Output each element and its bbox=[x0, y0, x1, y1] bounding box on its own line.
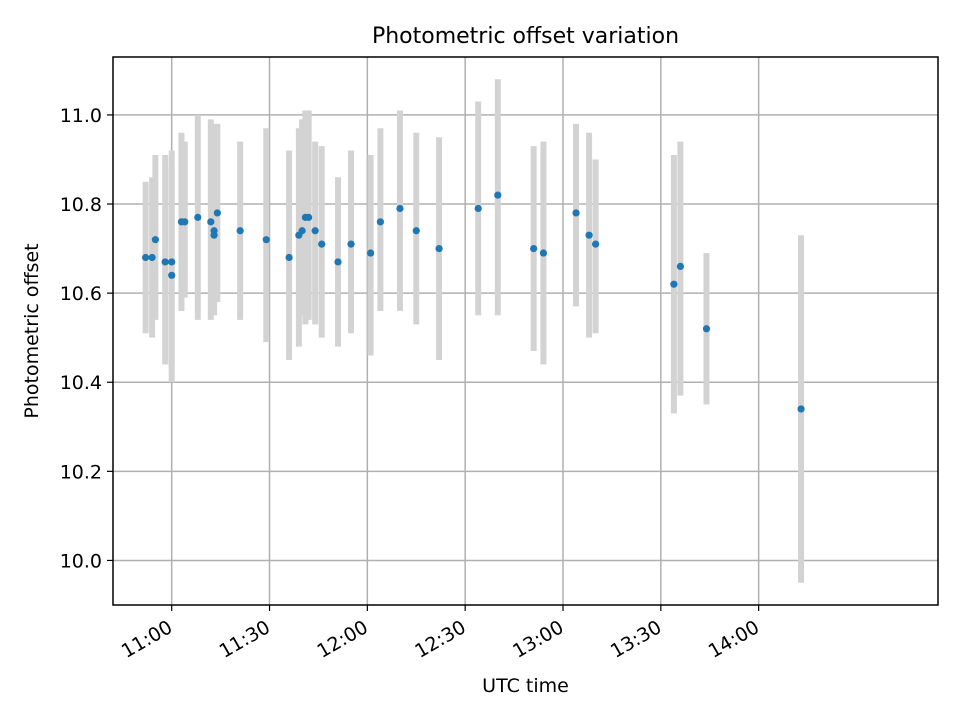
data-point bbox=[168, 258, 176, 266]
data-point bbox=[539, 249, 548, 257]
data-point bbox=[396, 204, 404, 213]
data-point bbox=[376, 218, 384, 226]
x-axis-label: UTC time bbox=[482, 675, 569, 697]
y-tick-label: 10.4 bbox=[60, 372, 102, 394]
data-point bbox=[298, 227, 306, 235]
data-point bbox=[318, 240, 326, 248]
y-axis-label: Photometric offset bbox=[21, 243, 43, 418]
data-point bbox=[797, 405, 805, 413]
data-point bbox=[670, 280, 678, 288]
x-tick-label: 11:00 bbox=[118, 616, 176, 662]
y-tick-label: 10.8 bbox=[60, 194, 102, 216]
data-point bbox=[474, 204, 482, 213]
y-tick-label: 10.2 bbox=[60, 461, 102, 483]
data-point bbox=[142, 253, 150, 262]
data-point bbox=[702, 325, 711, 333]
data-point bbox=[347, 240, 355, 248]
data-point bbox=[435, 244, 443, 253]
x-axis-ticks: 11:00 11:30 12:00 12:30 13:00 13:30 14:00 bbox=[118, 605, 763, 663]
data-point bbox=[210, 231, 218, 239]
data-point bbox=[285, 253, 293, 262]
data-point bbox=[585, 231, 593, 239]
data-point bbox=[262, 236, 270, 244]
data-point bbox=[148, 253, 156, 262]
data-point bbox=[572, 209, 580, 217]
data-point bbox=[194, 213, 202, 221]
data-point bbox=[151, 236, 159, 244]
x-tick-label: 13:00 bbox=[509, 616, 567, 662]
data-point bbox=[367, 249, 375, 257]
plot-frame bbox=[112, 56, 939, 606]
data-point bbox=[530, 244, 538, 253]
data-point bbox=[305, 213, 313, 221]
y-tick-label: 11.0 bbox=[60, 105, 102, 127]
data-point bbox=[181, 218, 189, 226]
x-tick-label: 12:30 bbox=[411, 616, 469, 662]
x-tick-label: 13:30 bbox=[607, 616, 665, 662]
x-tick-label: 11:30 bbox=[216, 616, 274, 662]
data-point bbox=[334, 258, 342, 266]
data-point bbox=[311, 227, 319, 235]
x-tick-label: 14:00 bbox=[705, 616, 763, 662]
data-point bbox=[161, 258, 169, 266]
grid bbox=[113, 57, 938, 605]
data-point bbox=[412, 227, 420, 235]
y-axis-ticks: 10.0 10.2 10.4 10.6 10.8 11.0 bbox=[60, 105, 113, 572]
data-point bbox=[213, 209, 221, 217]
error-bars bbox=[142, 79, 805, 583]
y-tick-label: 10.6 bbox=[60, 283, 102, 305]
y-tick-label: 10.0 bbox=[60, 550, 102, 572]
data-point bbox=[592, 240, 600, 248]
data-point bbox=[494, 191, 502, 199]
data-point bbox=[168, 271, 176, 279]
x-tick-label: 12:00 bbox=[313, 616, 371, 662]
data-points bbox=[142, 191, 805, 413]
data-point bbox=[207, 218, 215, 226]
chart-title: Photometric offset variation bbox=[372, 24, 679, 49]
data-point bbox=[236, 227, 244, 235]
data-point bbox=[676, 262, 684, 270]
